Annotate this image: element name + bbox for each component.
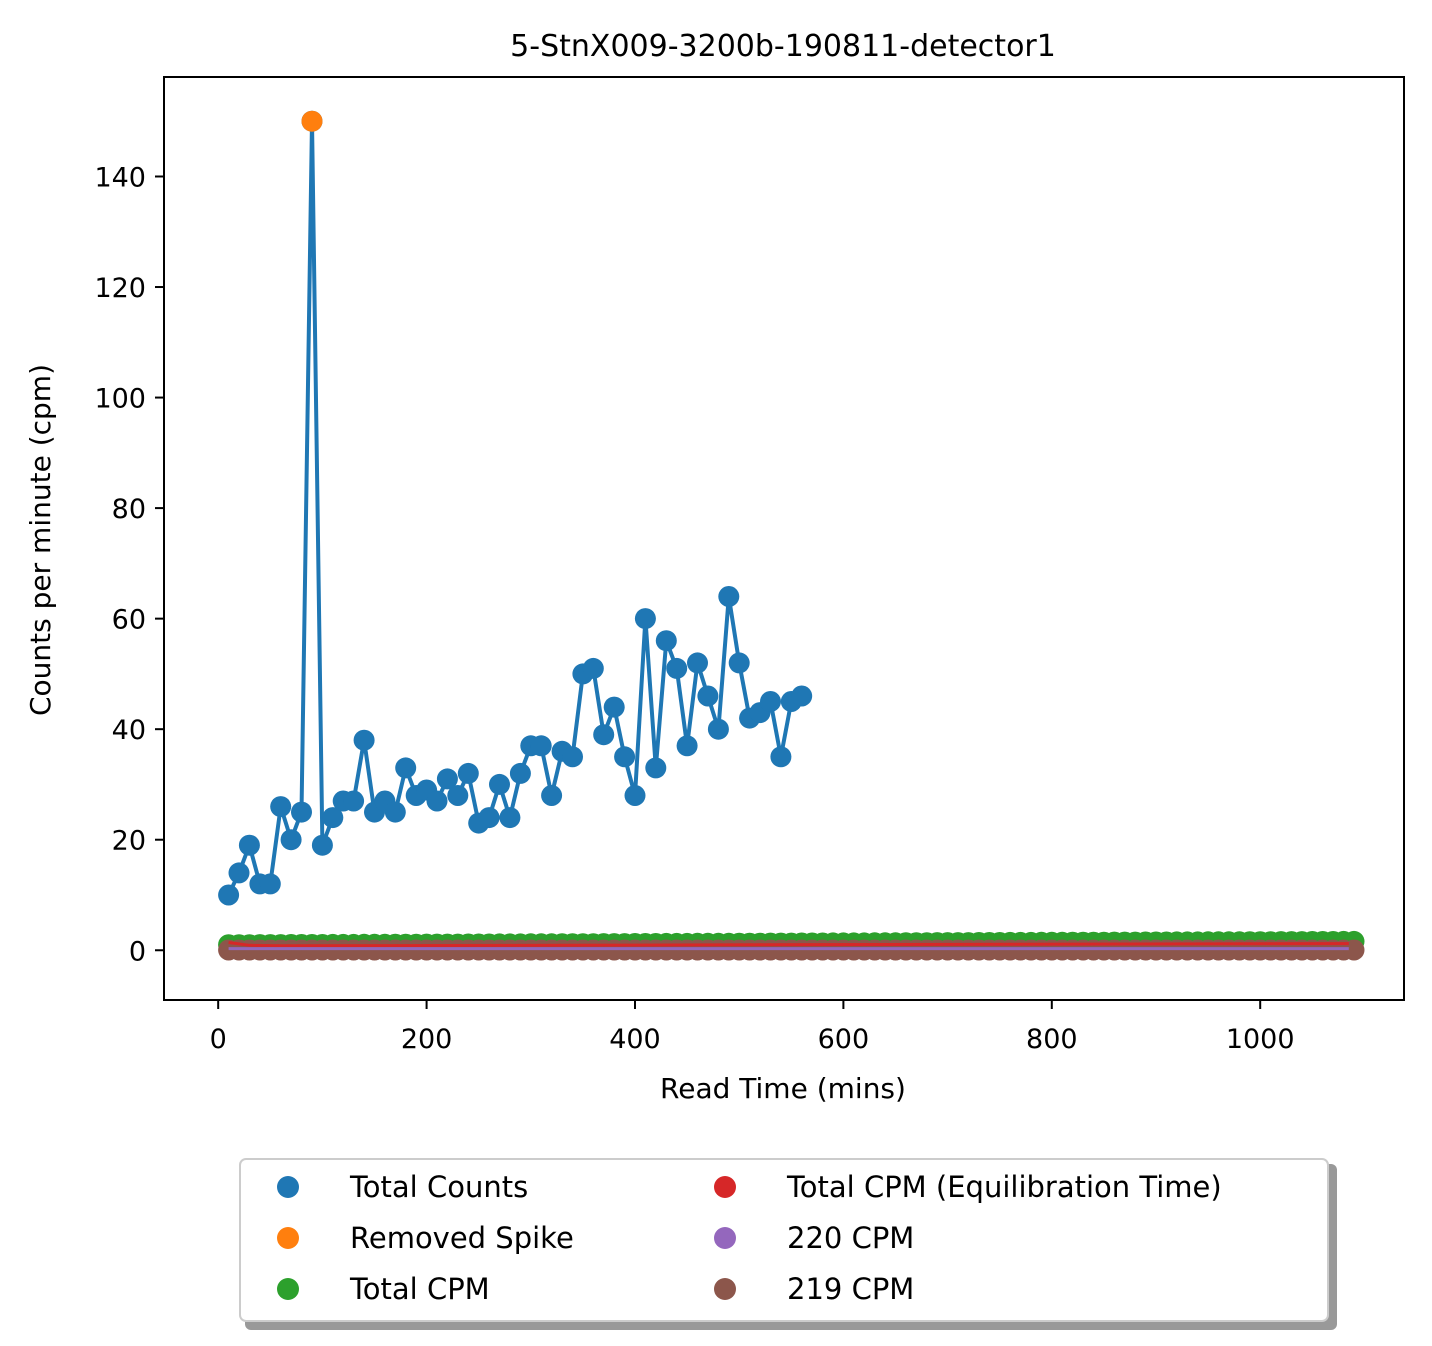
data-point <box>582 657 604 679</box>
data-point <box>478 807 500 829</box>
data-point <box>666 657 688 679</box>
legend-item: Removed Spike <box>277 1221 574 1255</box>
plot-area <box>218 110 1365 961</box>
x-tick-label: 0 <box>210 1024 227 1055</box>
series-layer <box>218 110 1365 961</box>
data-point <box>436 768 458 790</box>
y-tick-label: 20 <box>112 826 146 857</box>
data-point <box>676 735 698 757</box>
legend-label: Total CPM <box>349 1272 490 1306</box>
x-tick-label: 600 <box>818 1024 870 1055</box>
x-tick-label: 200 <box>401 1024 453 1055</box>
x-tick-label: 1000 <box>1226 1024 1295 1055</box>
data-point <box>645 757 667 779</box>
data-point <box>697 685 719 707</box>
y-tick-label: 140 <box>94 162 146 193</box>
data-point <box>311 834 333 856</box>
data-point <box>489 773 510 795</box>
data-point <box>593 724 615 746</box>
legend-marker <box>714 1278 736 1300</box>
data-point <box>280 829 302 851</box>
data-point <box>634 608 656 630</box>
legend-label: 220 CPM <box>787 1221 914 1255</box>
legend-label: Total Counts <box>349 1170 528 1204</box>
data-point <box>562 746 583 768</box>
y-tick-label: 60 <box>112 605 146 636</box>
data-point <box>228 862 250 884</box>
data-point <box>603 696 625 718</box>
legend-marker <box>277 1227 299 1249</box>
chart-title: 5-StnX009-3200b-190811-detector1 <box>510 29 1056 64</box>
data-point <box>426 790 448 812</box>
legend-item: 220 CPM <box>714 1221 914 1255</box>
data-point <box>728 652 750 674</box>
x-tick-label: 400 <box>609 1024 661 1055</box>
data-point <box>499 807 521 829</box>
y-axis: 0 20 40 60 80 100 120 140 <box>94 162 164 967</box>
data-point <box>301 110 323 132</box>
data-point <box>457 762 479 784</box>
legend-box <box>239 1158 1329 1322</box>
data-point <box>259 873 281 895</box>
data-point <box>791 685 813 707</box>
legend-item: Total CPM (Equilibration Time) <box>714 1170 1222 1204</box>
data-point <box>718 586 740 607</box>
x-tick-label: 800 <box>1026 1024 1078 1055</box>
data-point <box>655 630 677 652</box>
legend-label: Removed Spike <box>350 1221 574 1255</box>
data-point <box>760 691 781 712</box>
series-0 <box>218 110 813 906</box>
y-tick-label: 80 <box>112 494 146 525</box>
data-point <box>770 746 792 768</box>
legend-marker <box>277 1278 299 1300</box>
data-point <box>353 729 375 751</box>
data-point <box>238 834 260 856</box>
legend-marker <box>714 1227 736 1249</box>
x-axis-label: Read Time (mins) <box>660 1072 906 1105</box>
legend: Total Counts Removed Spike Total CPM Total … <box>239 1158 1337 1330</box>
data-point <box>530 735 552 757</box>
data-point <box>322 807 344 829</box>
y-tick-label: 40 <box>112 715 146 746</box>
y-tick-label: 0 <box>129 936 146 967</box>
x-axis: 0 200 400 600 800 1000 <box>210 1000 1295 1055</box>
legend-item: 219 CPM <box>714 1272 914 1306</box>
legend-item: Total CPM <box>277 1272 490 1306</box>
data-point <box>218 884 240 906</box>
y-axis-label: Counts per minute (cpm) <box>24 364 57 716</box>
data-point <box>291 801 312 823</box>
data-point <box>687 652 708 674</box>
legend-entries: Total Counts Removed Spike Total CPM Total … <box>277 1170 1222 1306</box>
y-tick-label: 100 <box>94 384 146 415</box>
y-tick-label: 120 <box>94 273 146 304</box>
series-line <box>228 941 1349 948</box>
data-point <box>270 796 292 818</box>
series-1 <box>301 110 323 132</box>
data-point <box>509 762 531 784</box>
data-point <box>395 757 417 779</box>
legend-label: Total CPM (Equilibration Time) <box>786 1170 1222 1204</box>
legend-item: Total Counts <box>277 1170 528 1204</box>
data-point <box>614 746 636 768</box>
data-point <box>447 785 469 806</box>
legend-label: 219 CPM <box>787 1272 914 1306</box>
data-point <box>707 718 729 740</box>
data-point <box>343 790 365 812</box>
data-point <box>624 785 646 806</box>
data-point <box>541 785 563 806</box>
legend-marker <box>277 1176 299 1198</box>
data-point <box>384 801 406 823</box>
legend-marker <box>714 1176 736 1198</box>
series-3 <box>228 941 1349 948</box>
plot-frame <box>163 76 1405 1001</box>
